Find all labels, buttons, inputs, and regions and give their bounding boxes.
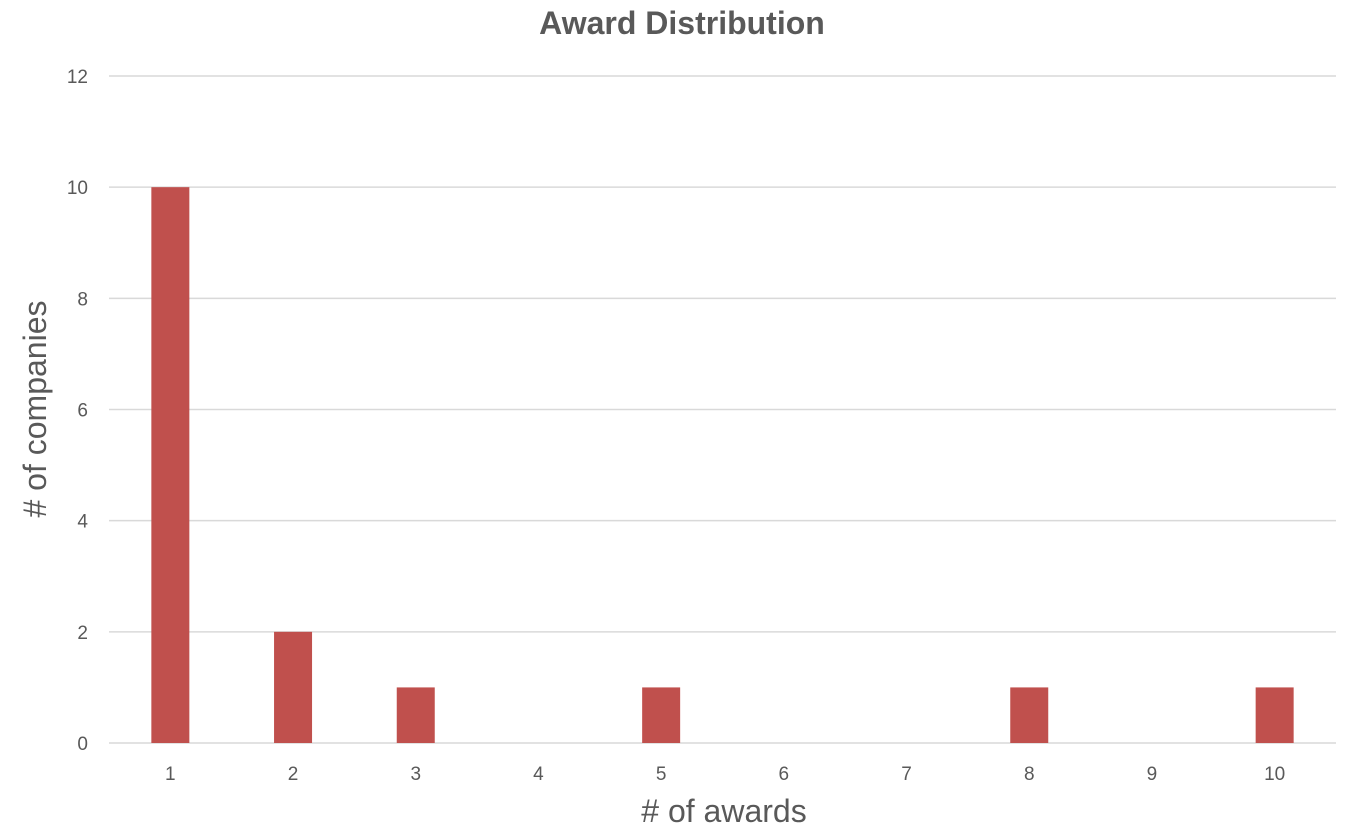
y-tick-label: 0	[77, 734, 88, 755]
x-axis-title: # of awards	[641, 793, 806, 829]
x-tick-label: 9	[1147, 764, 1158, 785]
chart-title: Award Distribution	[539, 5, 825, 41]
x-tick-label: 3	[410, 764, 421, 785]
bar-3	[396, 687, 435, 743]
x-axis-ticks: 1 2 3 4 5 6 7 8 9 10	[165, 764, 1285, 785]
x-tick-label: 6	[779, 764, 790, 785]
bar-5	[642, 687, 681, 743]
bar-2	[274, 631, 313, 743]
x-tick-label: 1	[165, 764, 176, 785]
y-tick-label: 6	[77, 401, 88, 422]
x-tick-label: 8	[1024, 764, 1035, 785]
x-tick-label: 4	[533, 764, 544, 785]
x-tick-label: 2	[288, 764, 299, 785]
x-tick-label: 7	[901, 764, 912, 785]
bar-10	[1255, 687, 1294, 743]
x-tick-label: 10	[1264, 764, 1285, 785]
y-tick-label: 4	[77, 512, 88, 533]
y-axis-title: # of companies	[17, 300, 53, 517]
y-tick-label: 12	[67, 67, 88, 88]
y-tick-label: 10	[67, 178, 88, 199]
bar-1	[151, 187, 190, 743]
y-tick-label: 2	[77, 623, 88, 644]
bar-8	[1010, 687, 1049, 743]
bars	[151, 187, 1294, 743]
gridlines	[109, 75, 1336, 744]
y-axis-ticks: 0 2 4 6 8 10 12	[67, 67, 89, 755]
x-tick-label: 5	[656, 764, 667, 785]
y-tick-label: 8	[77, 289, 88, 310]
